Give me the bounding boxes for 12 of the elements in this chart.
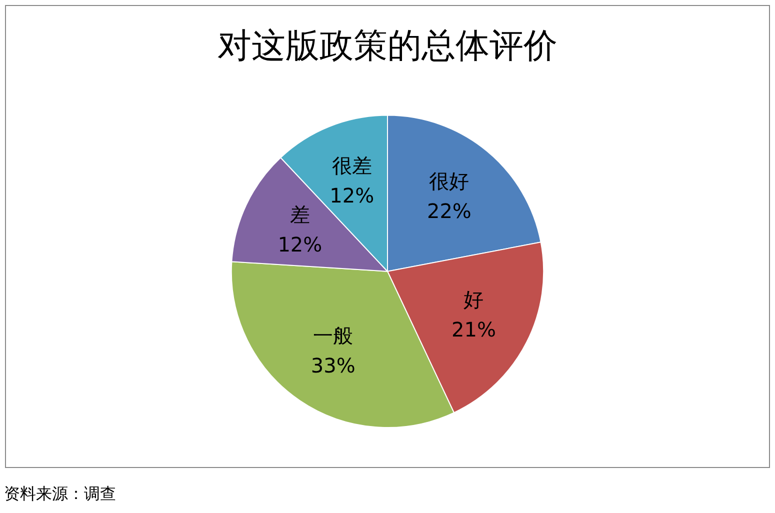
data-label: 12% xyxy=(330,184,374,208)
slice-label: 一般 xyxy=(313,324,354,348)
data-label: 12% xyxy=(278,232,322,256)
data-label: 22% xyxy=(426,199,472,224)
data-label: 21% xyxy=(452,318,496,342)
slice-label: 好 xyxy=(464,288,484,312)
text: 资料来源：调查 xyxy=(4,484,116,505)
slice-label: 差 xyxy=(290,202,310,226)
data-label: 33% xyxy=(310,354,356,378)
slice-label: 很差 xyxy=(332,154,372,178)
slice-label: 很好 xyxy=(429,169,470,194)
chart-title: 对这版政策的总体评价 xyxy=(218,26,558,66)
